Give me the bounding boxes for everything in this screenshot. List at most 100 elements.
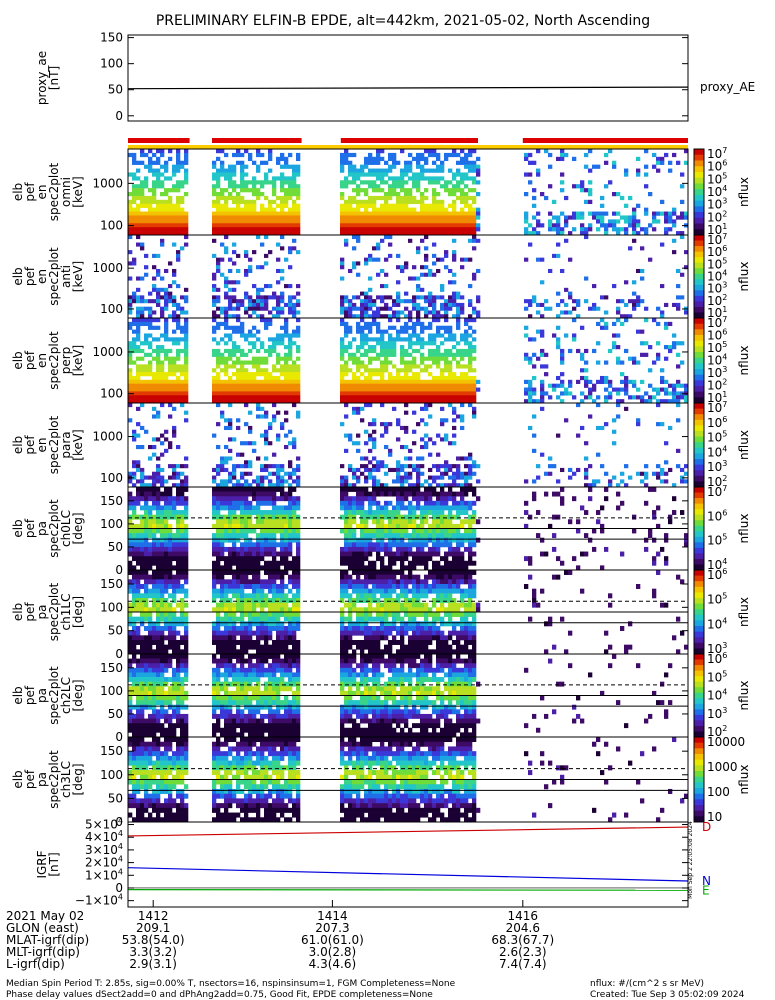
spectrogram-cell: [232, 188, 237, 193]
spectrogram-cell: [156, 184, 161, 189]
spectrogram-cell: [372, 500, 377, 506]
spectrogram-cell: [236, 391, 241, 396]
spectrogram-cell: [136, 491, 141, 497]
spectrogram-cell: [668, 219, 673, 224]
spectrogram-cell: [416, 164, 421, 169]
colorbar-segment: [694, 273, 704, 277]
spectrogram-cell: [152, 299, 157, 304]
spectrogram-cell: [256, 556, 261, 562]
spectrogram-cell: [128, 321, 133, 327]
spectrogram-cell: [180, 533, 185, 539]
spectrogram-cell: [164, 295, 169, 300]
spectrogram-cell: [448, 215, 453, 220]
spectrogram-cell: [224, 560, 229, 566]
spectrogram-cell: [416, 395, 421, 400]
spectrogram-cell: [380, 268, 385, 274]
spectrogram-cell: [416, 491, 421, 497]
spectrogram-cell: [412, 551, 417, 557]
spectrogram-cell: [228, 164, 233, 169]
colorbar-segment: [694, 259, 704, 264]
spectrogram-cell: [412, 219, 417, 224]
spectrogram-cell: [584, 276, 589, 281]
spectrogram-cell: [464, 215, 469, 220]
spectrogram-cell: [588, 149, 593, 154]
spectrogram-cell: [288, 391, 293, 396]
spectrogram-cell: [396, 291, 401, 296]
spectrogram-cell: [140, 295, 145, 300]
spectrogram-cell: [272, 483, 277, 488]
y-axis-label-line: [keV]: [71, 176, 85, 207]
spectrogram-cell: [344, 314, 349, 319]
spectrogram-cell: [140, 223, 145, 228]
spectrogram-cell: [656, 387, 661, 392]
spectrogram-cell: [412, 514, 417, 520]
spectrogram-cell: [588, 464, 593, 469]
spectrogram-cell: [396, 375, 401, 381]
spectrogram-cell: [252, 211, 257, 216]
spectrogram-cell: [276, 467, 281, 473]
spectrogram-cell: [224, 176, 229, 181]
spectrogram-cell: [212, 475, 217, 480]
spectrogram-cell: [228, 565, 233, 571]
spectrogram-cell: [384, 203, 389, 208]
spectrogram-cell: [156, 565, 161, 571]
spectrogram-cell: [268, 542, 273, 548]
spectrogram-cell: [392, 510, 397, 515]
spectrogram-cell: [140, 246, 145, 251]
spectrogram-cell: [128, 546, 133, 552]
spectrogram-cell: [172, 500, 177, 506]
spectrogram-cell: [344, 433, 349, 438]
spectrogram-cell: [404, 291, 409, 296]
spectrogram-cell: [152, 284, 157, 289]
spectrogram-cell: [224, 565, 229, 571]
spectrogram-cell: [468, 219, 473, 224]
spectrogram-cell: [236, 215, 241, 220]
spectrogram-cell: [408, 391, 413, 396]
spectrogram-cell: [456, 391, 461, 396]
spectrogram-cell: [364, 379, 369, 384]
spectrogram-cell: [252, 542, 257, 548]
colorbar-segment: [694, 304, 704, 308]
spectrogram-cell: [136, 391, 141, 396]
spectrogram-cell: [436, 483, 441, 488]
spectrogram-cell: [396, 519, 401, 525]
spectrogram-cell: [228, 287, 233, 292]
spectrogram-cell: [280, 207, 285, 212]
spectrogram-cell: [384, 391, 389, 396]
colorbar-segment: [694, 192, 704, 196]
colorbar-segment: [694, 209, 704, 213]
spectrogram-cell: [180, 487, 185, 492]
spectrogram-cell: [628, 219, 633, 224]
spectrogram-cell: [288, 528, 293, 534]
spectrogram-cell: [244, 306, 249, 311]
spectrogram-cell: [392, 528, 397, 534]
spectrogram-cell: [140, 560, 145, 566]
spectrogram-cell: [180, 215, 185, 220]
spectrogram-cell: [292, 496, 297, 502]
spectrogram-cell: [408, 164, 413, 169]
spectrogram-cell: [640, 379, 645, 384]
spectrogram-cell: [364, 441, 369, 446]
y-tick-label: 100: [100, 387, 123, 401]
spectrogram-cell: [376, 325, 381, 330]
spectrogram-cell: [228, 475, 233, 480]
spectrogram-cell: [152, 375, 157, 381]
spectrogram-cell: [220, 207, 225, 212]
spectrogram-cell: [368, 172, 373, 177]
spectrogram-cell: [164, 429, 169, 434]
spectrogram-cell: [168, 364, 173, 369]
spectrogram-cell: [156, 160, 161, 165]
spectrogram-cell: [356, 537, 361, 543]
y-axis-label-line: en: [35, 269, 49, 284]
spectrogram-cell: [476, 464, 481, 469]
spectrogram-cell: [176, 528, 181, 534]
spectrogram-cell: [176, 215, 181, 220]
spectrogram-cell: [444, 310, 449, 315]
spectrogram-cell: [432, 299, 437, 304]
colorbar-segment: [694, 157, 704, 161]
spectrogram-cell: [152, 231, 157, 236]
spectrogram-cell: [288, 246, 293, 251]
spectrogram-cell: [364, 188, 369, 193]
spectrogram-cell: [176, 318, 181, 323]
spectrogram-cell: [356, 215, 361, 220]
